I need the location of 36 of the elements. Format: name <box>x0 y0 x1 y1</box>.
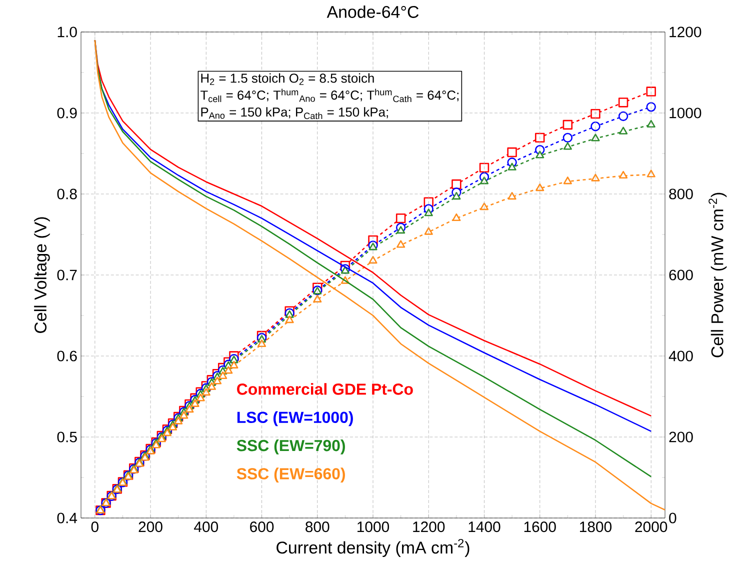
y-tick-label: 0.4 <box>57 512 78 524</box>
x-tick-label: 600 <box>250 522 274 532</box>
text: SSC (EW=790) <box>236 439 345 454</box>
y-tick-label: 0.6 <box>57 350 77 362</box>
y2-axis-title: Cell Power (mW cm$^{-2}$) <box>708 192 727 358</box>
x-tick-label: 2000 <box>635 522 668 532</box>
x-tick-label: 1200 <box>413 522 445 532</box>
text: Commercial GDE Pt-Co <box>237 383 413 395</box>
text: SSC (EW=660) <box>236 468 345 483</box>
x-tick-label: 0 <box>91 522 98 532</box>
x-tick-label: 200 <box>138 522 162 532</box>
y-tick-label: 0.8 <box>57 188 77 200</box>
y-axis-title: Cell Voltage (V) <box>34 217 50 333</box>
y-tick-label: 0.9 <box>57 108 77 118</box>
y2-tick-label: 600 <box>669 270 693 280</box>
y-tick-label: 0.5 <box>57 432 77 442</box>
x-tick-label: 400 <box>194 522 218 532</box>
text: T$_{cell}$ = 64°C; T$^{hum}$$_{Ano}$ = 64°C; T$^{hum}$$_{Cath}$ = 64°C; <box>200 88 458 102</box>
x-axis-title: Current density (mA cm$^{-2}$) <box>276 538 470 557</box>
x-tick-label: 1600 <box>524 522 556 532</box>
x-tick-label: 1800 <box>580 522 612 532</box>
chart-title: Anode-64°C <box>326 6 419 18</box>
x-tick-label: 1000 <box>358 522 390 532</box>
text: LSC (EW=1000) <box>237 411 353 426</box>
y2-tick-label: 200 <box>669 432 693 442</box>
y2-tick-label: 1200 <box>670 26 702 38</box>
annotation: H$_{2}$ = 1.5 stoich O$_{2}$ = 8.5 stoich <box>201 73 374 85</box>
x-tick-label: 800 <box>306 522 330 532</box>
x-tick-label: 1400 <box>468 522 500 532</box>
y-tick-label: 0.7 <box>57 270 77 280</box>
annotation: P$_{Ano}$ = 150 kPa; P$_{Cath}$ = 150 kPa; <box>201 107 388 120</box>
y2-tick-label: 1000 <box>670 108 702 118</box>
y2-tick-label: 0 <box>669 512 676 524</box>
y2-tick-label: 800 <box>669 188 693 200</box>
y2-tick-label: 400 <box>668 350 693 362</box>
y-tick-label: 1.0 <box>58 26 77 38</box>
